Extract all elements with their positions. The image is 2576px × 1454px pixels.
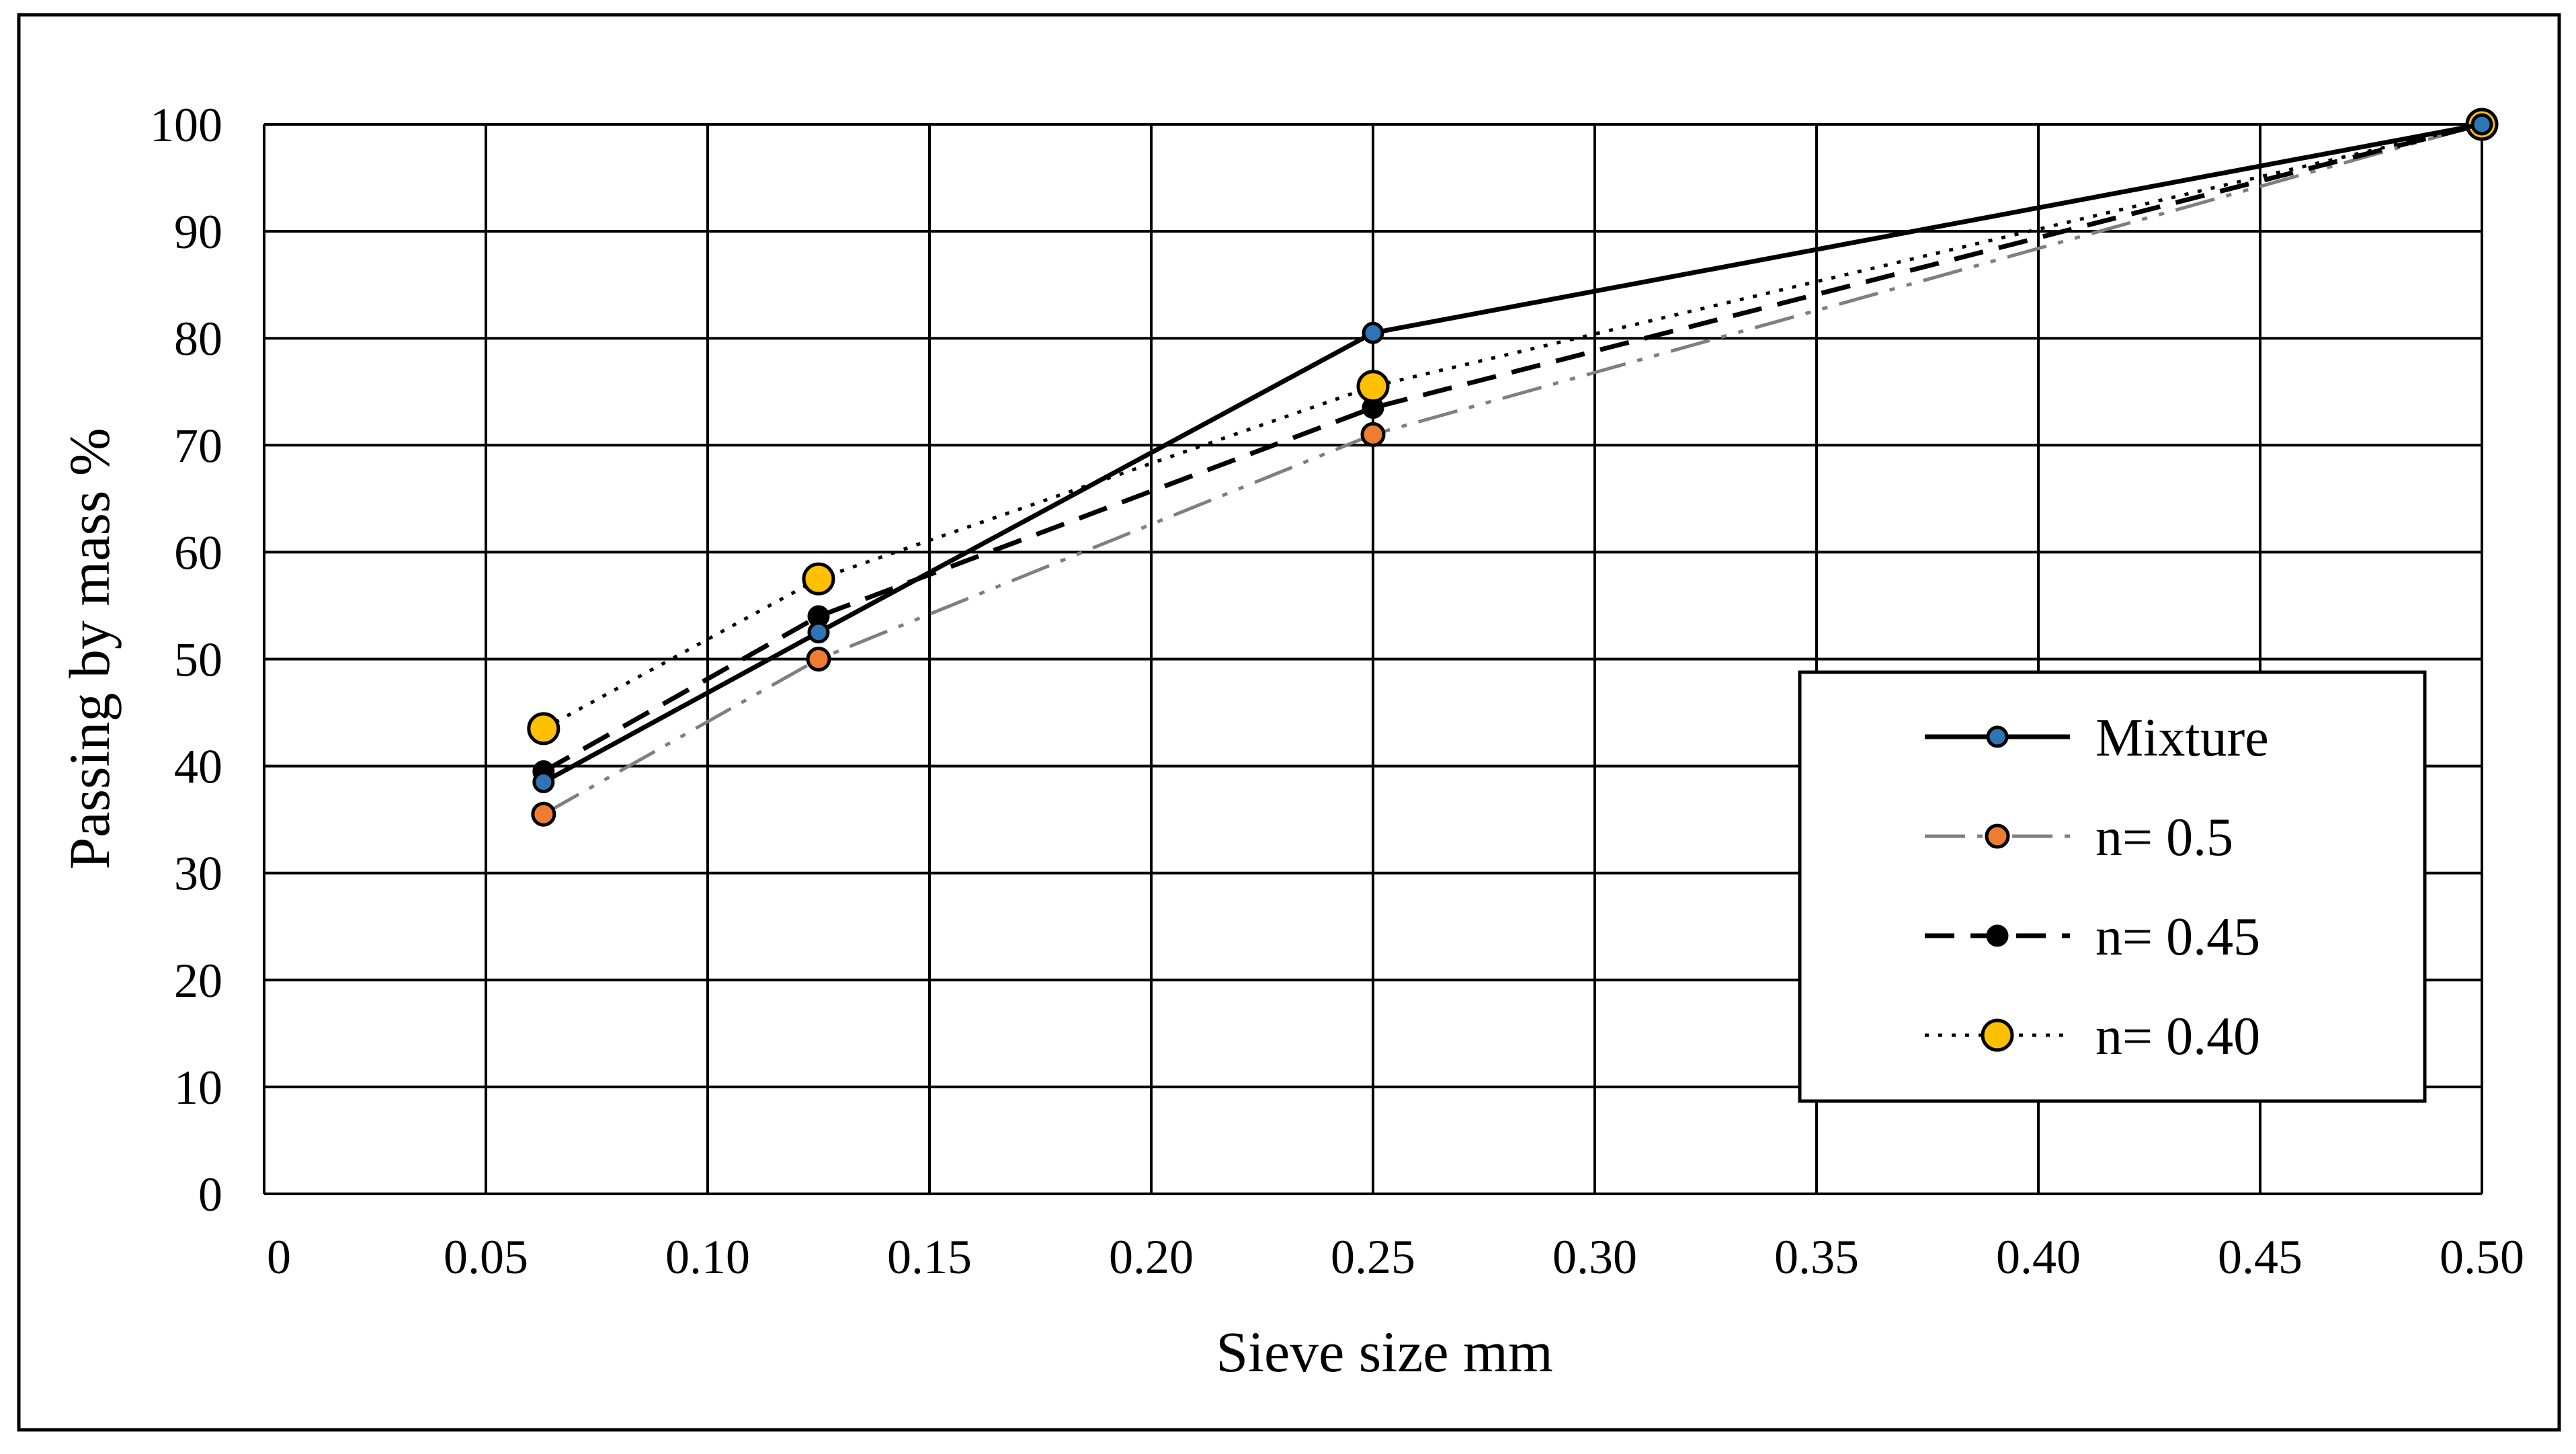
y-tick-label: 20 [174, 954, 222, 1008]
legend-swatch-marker [1986, 725, 2009, 748]
data-point [1362, 321, 1384, 344]
data-point [806, 647, 831, 672]
data-point [807, 621, 830, 644]
legend-label: Mixture [2095, 709, 2269, 768]
y-tick-label: 10 [174, 1061, 222, 1115]
x-tick-label: 0.30 [1552, 1230, 1637, 1284]
series-line [542, 122, 2483, 816]
grid-layer [263, 123, 2483, 1195]
y-tick-label: 100 [150, 98, 222, 152]
y-tick-label: 30 [174, 847, 222, 901]
legend-swatch-marker [1981, 1018, 2014, 1052]
legend-label: n= 0.45 [2095, 907, 2260, 967]
legend-box [1798, 670, 2427, 1103]
x-tick-label: 0.20 [1109, 1230, 1194, 1284]
legend: Mixture n= 0.5 n= 0.45 n= 0.40 [1798, 670, 2427, 1103]
data-point [802, 562, 835, 596]
axis-layer: 0 10 20 30 40 50 60 70 80 90 100 0 0.05 0.10 0.15 0.20 0… [150, 98, 2524, 1284]
data-point [2470, 113, 2493, 136]
x-tick-label: 0.35 [1774, 1230, 1859, 1284]
series-n-0-5 [531, 112, 2495, 827]
y-tick-label: 90 [174, 205, 222, 259]
x-tick-label: 0 [267, 1230, 291, 1284]
legend-swatch-marker [1986, 924, 2009, 947]
x-tick-label: 0.50 [2440, 1230, 2524, 1284]
y-axis-title: Passing by mass % [57, 428, 122, 870]
x-tick-label: 0.05 [444, 1230, 528, 1284]
x-tick-label: 0.40 [1996, 1230, 2081, 1284]
data-point [531, 801, 556, 827]
data-point [532, 770, 555, 793]
series-line [542, 122, 2483, 784]
y-tick-label: 40 [174, 740, 222, 794]
legend-swatch-marker [1985, 823, 2010, 849]
y-tick-label: 80 [174, 312, 222, 366]
x-tick-label: 0.25 [1331, 1230, 1415, 1284]
series-layer [527, 108, 2499, 827]
y-tick-label: 0 [198, 1168, 222, 1221]
data-point [527, 712, 560, 745]
x-axis-title: Sieve size mm [1216, 1320, 1553, 1384]
x-tick-label: 0.10 [665, 1230, 750, 1284]
x-tick-label: 0.45 [2218, 1230, 2302, 1284]
y-tick-label: 60 [174, 526, 222, 579]
series-line [542, 122, 2483, 774]
legend-label: n= 0.40 [2095, 1007, 2260, 1066]
y-tick-label: 50 [174, 633, 222, 687]
data-point [1360, 421, 1386, 447]
legend-label: n= 0.5 [2095, 808, 2233, 867]
data-point [1356, 370, 1390, 403]
x-tick-label: 0.15 [887, 1230, 972, 1284]
series-mixture [532, 113, 2493, 793]
y-tick-label: 70 [174, 419, 222, 473]
